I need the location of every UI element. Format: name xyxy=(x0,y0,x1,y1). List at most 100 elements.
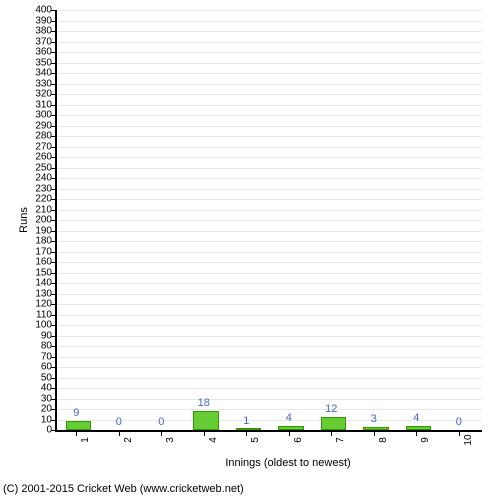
x-tick-label: 2 xyxy=(123,437,134,443)
grid-line xyxy=(57,273,482,274)
y-tick-label: 290 xyxy=(35,120,52,131)
y-tick-mark xyxy=(51,147,55,148)
y-tick-label: 370 xyxy=(35,36,52,47)
y-tick-mark xyxy=(51,262,55,263)
y-tick-mark xyxy=(51,367,55,368)
y-tick-label: 190 xyxy=(35,225,52,236)
y-tick-label: 120 xyxy=(35,299,52,310)
x-tick-mark xyxy=(119,432,120,436)
y-tick-mark xyxy=(51,283,55,284)
y-tick-label: 240 xyxy=(35,173,52,184)
y-tick-mark xyxy=(51,94,55,95)
grid-line xyxy=(57,294,482,295)
grid-line xyxy=(57,252,482,253)
grid-line xyxy=(57,388,482,389)
x-tick-label: 3 xyxy=(165,437,176,443)
y-tick-label: 340 xyxy=(35,68,52,79)
chart-container: Runs Innings (oldest to newest) (C) 2001… xyxy=(0,0,500,500)
grid-line xyxy=(57,304,482,305)
y-tick-mark xyxy=(51,346,55,347)
grid-line xyxy=(57,84,482,85)
y-tick-label: 230 xyxy=(35,183,52,194)
x-tick-mark xyxy=(416,432,417,436)
y-tick-label: 330 xyxy=(35,78,52,89)
y-tick-mark xyxy=(51,409,55,410)
grid-line xyxy=(57,409,482,410)
y-tick-mark xyxy=(51,115,55,116)
y-tick-mark xyxy=(51,430,55,431)
bar xyxy=(321,417,347,430)
y-tick-label: 210 xyxy=(35,204,52,215)
grid-line xyxy=(57,10,482,11)
x-tick-label: 10 xyxy=(463,434,474,445)
y-tick-label: 130 xyxy=(35,288,52,299)
grid-line xyxy=(57,178,482,179)
y-tick-label: 150 xyxy=(35,267,52,278)
x-axis-title: Innings (oldest to newest) xyxy=(225,457,350,469)
y-tick-mark xyxy=(51,252,55,253)
grid-line xyxy=(57,220,482,221)
y-axis-title: Runs xyxy=(18,207,30,233)
bar-value-label: 4 xyxy=(413,412,419,424)
y-tick-label: 280 xyxy=(35,131,52,142)
y-tick-mark xyxy=(51,304,55,305)
bar-value-label: 0 xyxy=(116,416,122,428)
grid-line xyxy=(57,210,482,211)
grid-line xyxy=(57,21,482,22)
y-tick-label: 300 xyxy=(35,110,52,121)
y-tick-label: 320 xyxy=(35,89,52,100)
grid-line xyxy=(57,367,482,368)
y-tick-label: 260 xyxy=(35,152,52,163)
x-tick-label: 5 xyxy=(250,437,261,443)
grid-line xyxy=(57,262,482,263)
plot-area xyxy=(55,10,482,432)
y-tick-label: 250 xyxy=(35,162,52,173)
grid-line xyxy=(57,168,482,169)
y-tick-label: 220 xyxy=(35,194,52,205)
y-tick-mark xyxy=(51,31,55,32)
y-tick-mark xyxy=(51,420,55,421)
bar-value-label: 0 xyxy=(158,416,164,428)
y-tick-mark xyxy=(51,63,55,64)
grid-line xyxy=(57,105,482,106)
grid-line xyxy=(57,346,482,347)
y-tick-label: 360 xyxy=(35,47,52,58)
grid-line xyxy=(57,73,482,74)
grid-line xyxy=(57,42,482,43)
y-tick-mark xyxy=(51,168,55,169)
x-tick-mark xyxy=(246,432,247,436)
y-tick-mark xyxy=(51,21,55,22)
y-tick-label: 140 xyxy=(35,278,52,289)
grid-line xyxy=(57,52,482,53)
y-tick-mark xyxy=(51,136,55,137)
grid-line xyxy=(57,315,482,316)
x-tick-label: 7 xyxy=(335,437,346,443)
y-tick-mark xyxy=(51,84,55,85)
grid-line xyxy=(57,147,482,148)
x-tick-label: 4 xyxy=(208,437,219,443)
grid-line xyxy=(57,231,482,232)
x-tick-label: 9 xyxy=(420,437,431,443)
y-tick-label: 110 xyxy=(36,309,52,320)
copyright-text: (C) 2001-2015 Cricket Web (www.cricketwe… xyxy=(3,483,244,495)
y-tick-mark xyxy=(51,199,55,200)
y-tick-mark xyxy=(51,273,55,274)
y-tick-label: 400 xyxy=(35,5,52,16)
x-tick-mark xyxy=(289,432,290,436)
y-tick-label: 350 xyxy=(35,57,52,68)
grid-line xyxy=(57,283,482,284)
y-tick-mark xyxy=(51,399,55,400)
grid-line xyxy=(57,136,482,137)
bar xyxy=(278,426,304,430)
bar xyxy=(406,426,432,430)
grid-line xyxy=(57,241,482,242)
grid-line xyxy=(57,31,482,32)
grid-line xyxy=(57,357,482,358)
x-tick-mark xyxy=(374,432,375,436)
y-tick-mark xyxy=(51,241,55,242)
grid-line xyxy=(57,94,482,95)
y-tick-mark xyxy=(51,210,55,211)
y-tick-mark xyxy=(51,189,55,190)
grid-line xyxy=(57,126,482,127)
bar-value-label: 4 xyxy=(286,412,292,424)
